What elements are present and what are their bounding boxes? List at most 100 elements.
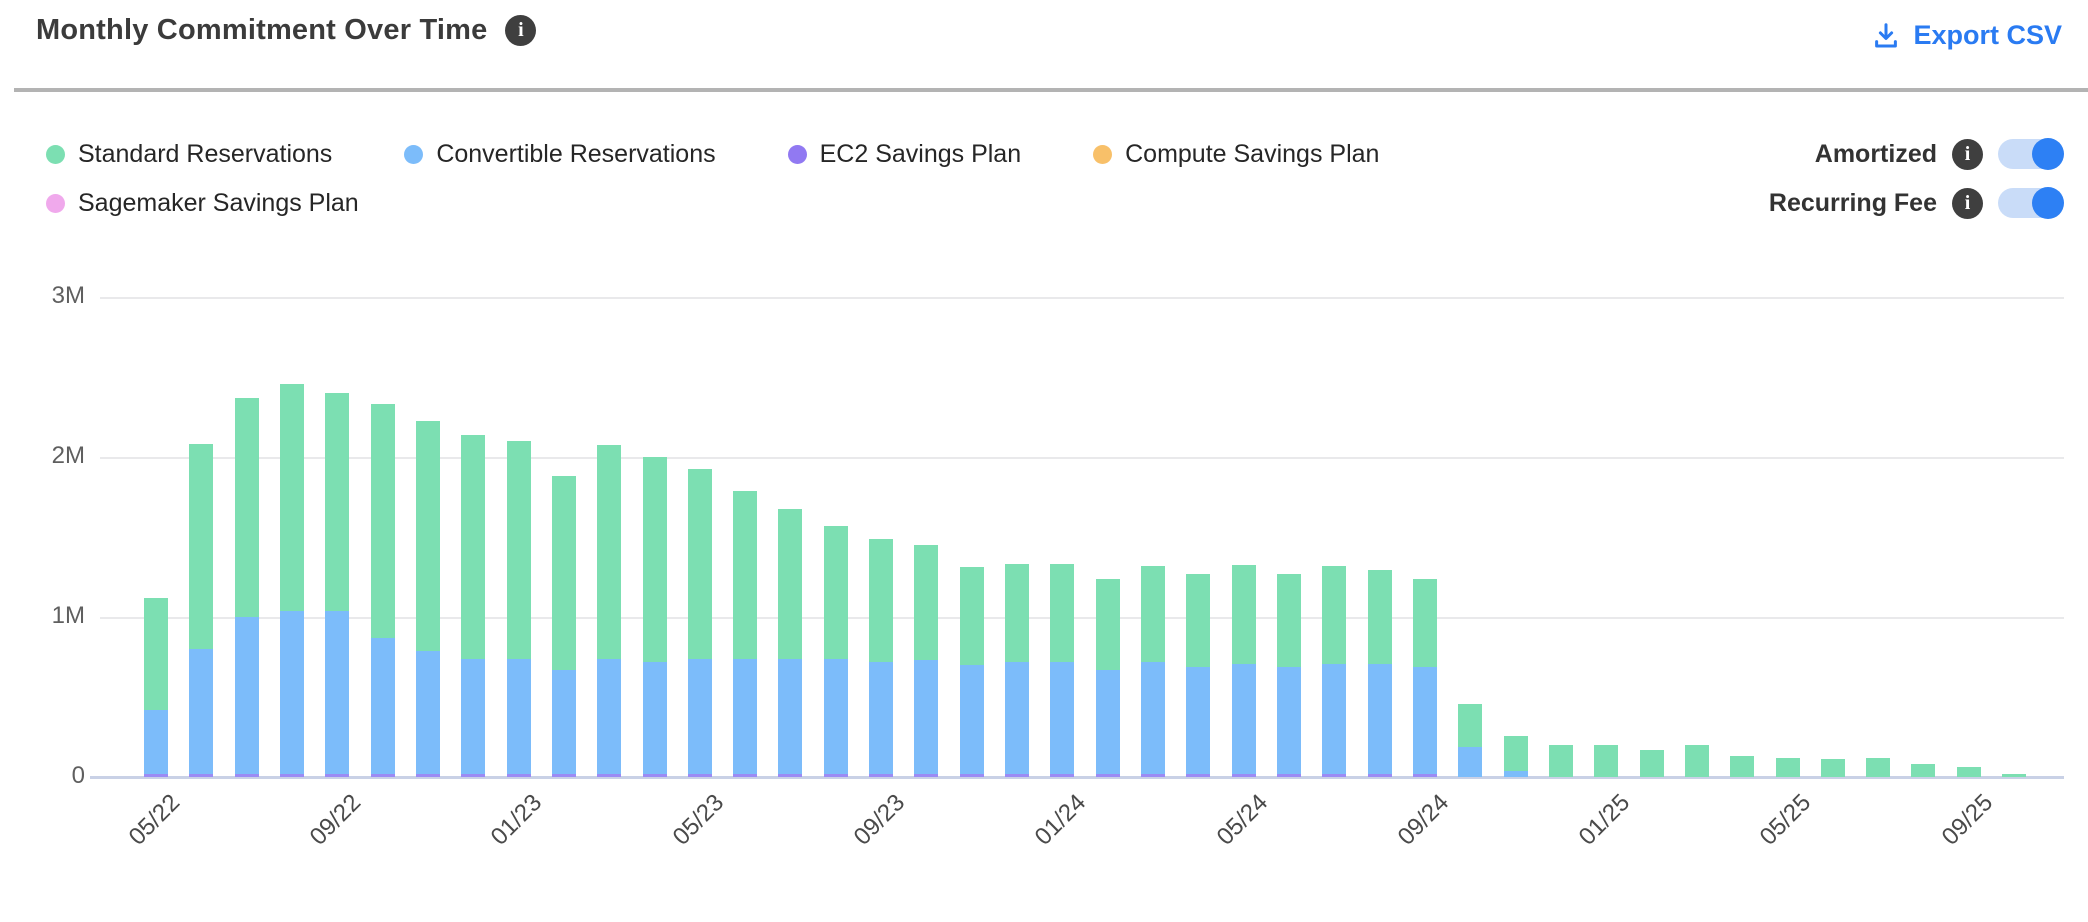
legend-dot [787,144,807,164]
bar-03/25[interactable] [1684,745,1709,777]
plot-area: 3M 2M 1M 0 [52,237,2064,789]
bar-12/23[interactable] [1005,564,1030,777]
bar-10/25[interactable] [2002,774,2027,777]
segment-convertible-reservations [687,659,712,774]
bar-02/24[interactable] [1095,579,1120,777]
bar-01/23[interactable] [506,441,531,777]
bar-08/25[interactable] [1911,764,1936,777]
x-tick-05/22: 05/22 [123,789,186,851]
segment-standard-reservations [325,393,350,611]
segment-convertible-reservations [823,659,848,774]
segment-ec2-savings-plan [687,774,712,777]
bar-07/23[interactable] [778,509,803,777]
bar-09/23[interactable] [869,539,894,777]
bar-04/25[interactable] [1730,756,1755,777]
segment-ec2-savings-plan [959,774,984,777]
bar-08/22[interactable] [279,384,304,777]
bar-09/24[interactable] [1412,579,1437,777]
segment-standard-reservations [1548,745,1573,777]
segment-ec2-savings-plan [1050,774,1075,777]
bar-04/24[interactable] [1186,574,1211,777]
segment-standard-reservations [778,509,803,659]
bar-06/25[interactable] [1820,759,1845,777]
legend-row: Sagemaker Savings Plan [46,185,1466,221]
bar-07/24[interactable] [1322,566,1347,777]
bar-11/22[interactable] [415,421,440,777]
bar-01/25[interactable] [1594,745,1619,777]
bar-07/25[interactable] [1866,758,1891,777]
segment-standard-reservations [234,398,259,617]
segment-standard-reservations [1503,736,1528,771]
bar-12/22[interactable] [461,435,486,777]
bar-05/23[interactable] [687,469,712,777]
segment-ec2-savings-plan [325,774,350,777]
segment-ec2-savings-plan [823,774,848,777]
bar-10/22[interactable] [370,404,395,777]
legend-label: Sagemaker Savings Plan [78,188,359,217]
segment-ec2-savings-plan [461,774,486,777]
gridline-3M [100,297,2064,299]
recurring-fee-info-icon[interactable]: i [1952,187,1983,219]
bar-06/23[interactable] [733,491,758,777]
bar-02/23[interactable] [551,476,576,777]
bar-10/23[interactable] [914,545,939,777]
legend-item-ec2-savings-plan[interactable]: EC2 Savings Plan [787,140,1021,169]
segment-standard-reservations [1322,566,1347,664]
segment-convertible-reservations [415,651,440,774]
bar-01/24[interactable] [1050,564,1075,777]
bar-08/24[interactable] [1367,570,1392,777]
segment-convertible-reservations [506,659,531,774]
segment-ec2-savings-plan [778,774,803,777]
segment-standard-reservations [869,539,894,662]
legend-item-compute-savings-plan[interactable]: Compute Savings Plan [1093,140,1379,169]
segment-standard-reservations [1050,564,1075,662]
segment-ec2-savings-plan [370,774,395,777]
segment-standard-reservations [687,469,712,659]
bar-11/24[interactable] [1503,736,1528,777]
bar-09/25[interactable] [1956,767,1981,777]
segment-standard-reservations [1820,759,1845,777]
amortized-toggle-knob [2032,138,2064,170]
x-tick-05/25: 05/25 [1755,789,1817,851]
segment-ec2-savings-plan [1231,774,1256,777]
bar-05/24[interactable] [1231,565,1256,777]
amortized-toggle[interactable] [1998,138,2064,170]
chart-legend: Standard Reservations Convertible Reserva… [46,136,1466,234]
legend-item-convertible-reservations[interactable]: Convertible Reservations [404,140,716,169]
segment-standard-reservations [461,435,486,659]
bar-12/24[interactable] [1548,745,1573,777]
segment-ec2-savings-plan [1095,774,1120,777]
bar-11/23[interactable] [959,567,984,777]
legend-item-sagemaker-savings-plan[interactable]: Sagemaker Savings Plan [46,189,359,218]
bar-07/22[interactable] [234,398,259,777]
segment-standard-reservations [1367,570,1392,664]
segment-convertible-reservations [551,670,576,774]
bar-06/22[interactable] [189,444,214,777]
bar-09/22[interactable] [325,393,350,777]
segment-ec2-savings-plan [234,774,259,777]
segment-ec2-savings-plan [144,774,168,777]
bar-03/23[interactable] [597,445,622,777]
recurring-fee-toggle-knob [2032,187,2064,219]
legend-row: Standard Reservations Convertible Reserva… [46,136,1466,172]
segment-convertible-reservations [1322,664,1347,774]
amortized-info-icon[interactable]: i [1952,138,1983,170]
segment-ec2-savings-plan [415,774,440,777]
legend-item-standard-reservations[interactable]: Standard Reservations [46,140,332,169]
segment-convertible-reservations [778,659,803,774]
bar-05/22[interactable] [144,598,168,777]
segment-standard-reservations [914,545,939,660]
bar-02/25[interactable] [1639,750,1664,777]
title-info-icon[interactable]: i [505,15,537,46]
segment-ec2-savings-plan [869,774,894,777]
segment-convertible-reservations [1503,771,1528,777]
bar-03/24[interactable] [1141,566,1166,777]
recurring-fee-toggle[interactable] [1998,187,2064,219]
legend-label: Compute Savings Plan [1125,139,1380,168]
bar-06/24[interactable] [1277,574,1301,777]
bar-08/23[interactable] [823,526,848,777]
bar-10/24[interactable] [1458,704,1483,777]
bar-04/23[interactable] [642,457,667,777]
export-csv-button[interactable]: Export CSV [1871,20,2062,51]
bar-05/25[interactable] [1775,758,1800,777]
